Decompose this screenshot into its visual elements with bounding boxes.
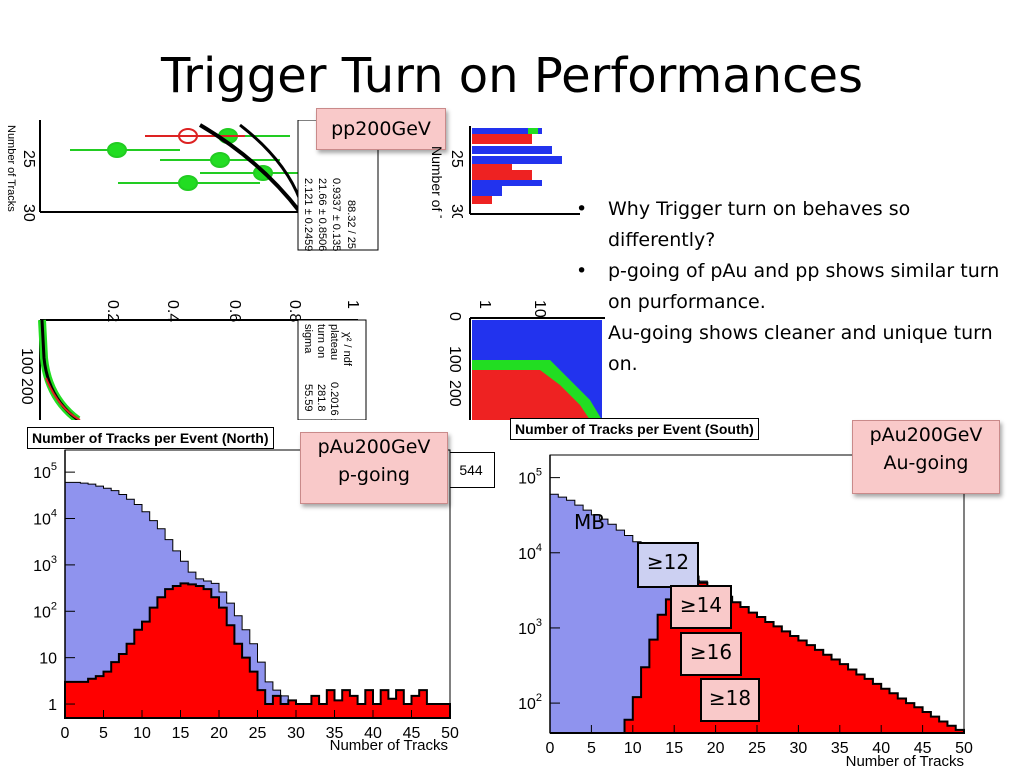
svg-text:plateau: plateau xyxy=(328,324,340,360)
south-xtick: 15 xyxy=(665,740,683,757)
svg-text:0.8: 0.8 xyxy=(286,300,303,322)
fit-plateau: 0.9337 ± 0.135 xyxy=(330,178,342,251)
north-xtick: 5 xyxy=(99,725,108,742)
svg-text:turn on: turn on xyxy=(315,324,327,358)
south-ytick: 102 xyxy=(518,692,542,713)
south-callout: pAu200GeV Au-going xyxy=(852,420,1000,494)
svg-text:0: 0 xyxy=(446,312,463,321)
north-xlabel: Number of Tracks xyxy=(330,737,448,754)
north-ytick: 10 xyxy=(39,651,57,668)
south-xtick: 10 xyxy=(624,740,642,757)
svg-text:1: 1 xyxy=(476,300,493,309)
fit-turnon: 21.66 ± 0.8506 xyxy=(316,178,328,251)
south-xtick: 0 xyxy=(546,740,555,757)
ytick-25: 25 xyxy=(20,150,37,168)
auau-hist-fragment: 1 10 0 100 200 xyxy=(446,300,605,420)
south-callout-line1: pAu200GeV xyxy=(869,424,983,446)
pp200gev-callout: pp200GeV xyxy=(316,108,446,150)
svg-text:100: 100 xyxy=(446,346,463,373)
north-xtick: 30 xyxy=(287,725,305,742)
svg-text:Number of Tracks: Number of Tracks xyxy=(429,146,445,218)
svg-text:1: 1 xyxy=(344,300,361,309)
svg-text:10: 10 xyxy=(531,300,548,318)
north-xtick: 35 xyxy=(326,725,344,742)
bullet-item: • p-going of pAu and pp shows similar tur… xyxy=(576,260,1000,313)
svg-text:200: 200 xyxy=(18,378,35,405)
south-xtick: 35 xyxy=(831,740,849,757)
bullet-item: • Why Trigger turn on behaves so differen… xyxy=(576,198,911,251)
north-series-trigger xyxy=(64,582,451,719)
north-hist-title: Number of Tracks per Event (North) xyxy=(27,427,274,449)
pp-hist-fragment: 25 30 Number of Tracks xyxy=(429,126,580,218)
north-xtick: 25 xyxy=(249,725,267,742)
north-histogram: Number of Tracks 0 5 10 15 20 25 30 35 40 45 50 1 10… xyxy=(33,449,459,754)
threshold-16-label: ≥16 xyxy=(680,632,742,676)
south-xtick: 20 xyxy=(707,740,725,757)
threshold-18-label: ≥18 xyxy=(700,678,760,722)
south-xtick: 30 xyxy=(790,740,808,757)
north-callout: pAu200GeV p-going xyxy=(300,432,448,504)
north-xtick: 50 xyxy=(441,725,459,742)
north-xtick: 40 xyxy=(364,725,382,742)
svg-text:100: 100 xyxy=(18,348,35,375)
south-callout-line2: Au-going xyxy=(883,452,969,474)
north-xtick: 15 xyxy=(172,725,190,742)
south-ytick: 104 xyxy=(518,542,542,563)
south-xtick: 40 xyxy=(872,740,890,757)
south-xtick: 45 xyxy=(914,740,932,757)
north-xtick: 45 xyxy=(403,725,421,742)
svg-text:55.59: 55.59 xyxy=(302,384,314,412)
north-xtick: 0 xyxy=(61,725,70,742)
threshold-12-label: ≥12 xyxy=(637,542,699,588)
north-xtick: 20 xyxy=(210,725,228,742)
south-xtick: 5 xyxy=(587,740,596,757)
north-xtick: 10 xyxy=(133,725,151,742)
north-callout-line2: p-going xyxy=(338,464,410,486)
north-ytick: 102 xyxy=(33,600,57,621)
svg-text:χ² / ndf: χ² / ndf xyxy=(341,332,353,367)
svg-text:200: 200 xyxy=(446,380,463,407)
mb-label: MB xyxy=(574,510,605,534)
svg-text:30: 30 xyxy=(448,204,465,218)
north-ytick: 1 xyxy=(48,697,57,714)
auau-fit-plot-fragment: 0.2 0.4 0.6 0.8 1 100 200 χ² / ndf plate… xyxy=(18,300,367,420)
south-xtick: 25 xyxy=(748,740,766,757)
south-hist-title: Number of Tracks per Event (South) xyxy=(510,418,759,440)
north-ytick: 105 xyxy=(33,461,57,482)
south-series-trigger xyxy=(550,580,965,734)
threshold-14-label: ≥14 xyxy=(670,585,732,629)
frag-ylabel: Number of Tracks xyxy=(5,125,17,212)
page-title: Trigger Turn on Performances xyxy=(160,48,864,104)
south-ytick: 105 xyxy=(518,467,542,488)
fit-chi2: 88.32 / 25 xyxy=(345,200,357,249)
north-ytick: 104 xyxy=(33,508,57,529)
svg-text:25: 25 xyxy=(448,150,465,168)
south-xlabel: Number of Tracks xyxy=(846,753,964,768)
south-ytick: 103 xyxy=(518,617,542,638)
svg-text:0.2: 0.2 xyxy=(104,300,121,322)
bullet-list: • Why Trigger turn on behaves so differen… xyxy=(576,194,1006,380)
ytick-30: 30 xyxy=(20,204,37,222)
north-ytick: 103 xyxy=(33,554,57,575)
north-callout-line1: pAu200GeV xyxy=(317,436,431,458)
svg-text:281.8: 281.8 xyxy=(315,384,327,412)
fit-sigma: 2.121 ± 0.2459 xyxy=(302,178,314,251)
svg-text:0.4: 0.4 xyxy=(164,300,181,322)
svg-text:sigma: sigma xyxy=(302,324,314,354)
svg-text:0.2016 ± 0.: 0.2016 ± 0. xyxy=(328,382,340,420)
svg-text:0.6: 0.6 xyxy=(226,300,243,322)
south-xtick: 50 xyxy=(955,740,973,757)
bullet-item: •Au-going shows cleaner and unique turn … xyxy=(576,322,993,375)
